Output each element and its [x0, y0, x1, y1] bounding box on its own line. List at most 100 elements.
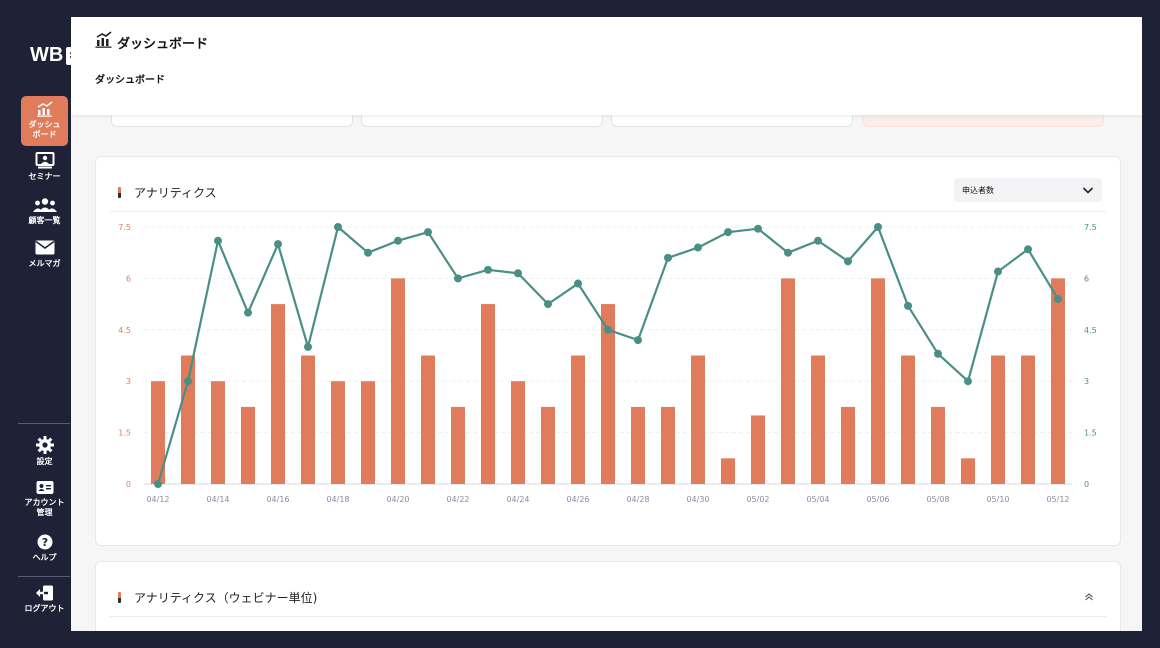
x-tick-label: 05/02	[746, 495, 769, 504]
y-tick-label-right: 0	[1084, 480, 1089, 489]
sidebar-item-customers[interactable]: 顧客一覧	[21, 198, 68, 226]
x-tick-label: 04/28	[626, 495, 649, 504]
analytics-card: アナリティクス 申込者数 0 0 1.5 1.5 3 3 4.5 4.5 6 6 7.5 7.5 04/…	[95, 156, 1121, 546]
line-point	[574, 279, 582, 288]
line-point	[244, 308, 252, 317]
bar	[751, 415, 765, 484]
logo: WB	[30, 44, 64, 66]
bar	[451, 406, 465, 484]
main-content: ダッシュボード ダッシュボード アナリティクス 申込者数 0 0 1.5 1.5 3 3 4…	[71, 17, 1142, 631]
bar	[181, 355, 195, 484]
sidebar-item-label: 顧客一覧	[28, 216, 61, 225]
sidebar-item-seminar[interactable]: セミナー	[21, 152, 68, 182]
x-tick-label: 05/12	[1046, 495, 1069, 504]
card-divider	[110, 211, 1106, 212]
chevron-up-icon[interactable]	[1084, 592, 1094, 602]
metric-select[interactable]: 申込者数	[954, 178, 1102, 202]
sidebar-divider	[18, 576, 70, 577]
x-tick-label: 04/24	[506, 495, 529, 504]
line-point	[754, 224, 762, 233]
bar	[841, 406, 855, 484]
bar	[991, 355, 1005, 484]
users-icon	[32, 198, 57, 212]
line-point	[214, 236, 222, 245]
bar	[901, 355, 915, 484]
bar	[541, 406, 555, 484]
bar	[961, 458, 975, 484]
sidebar-item-account[interactable]: アカウント 管理	[21, 480, 68, 518]
sidebar-item-settings[interactable]: 設定	[21, 436, 68, 467]
chevron-down-icon	[1082, 187, 1094, 194]
line-point	[994, 267, 1002, 276]
line-point	[274, 240, 282, 249]
y-tick-label-right: 6	[1084, 274, 1089, 283]
bar	[391, 278, 405, 484]
sidebar-item-label: アカウント 管理	[24, 498, 65, 517]
bar	[1021, 355, 1035, 484]
line-point	[604, 325, 612, 334]
sidebar-item-label: セミナー	[28, 172, 61, 181]
bar	[781, 278, 795, 484]
line-point	[184, 377, 192, 386]
y-tick-label-right: 1.5	[1084, 429, 1097, 438]
sidebar-item-label: メルマガ	[28, 259, 61, 268]
bar	[811, 355, 825, 484]
bar	[571, 355, 585, 484]
svg-text:?: ?	[41, 536, 47, 549]
y-tick-label-right: 4.5	[1084, 326, 1097, 335]
line-point	[514, 269, 522, 278]
chart-svg: 0 0 1.5 1.5 3 3 4.5 4.5 6 6 7.5 7.5 04/12 04/14 04/16 0…	[118, 223, 1097, 504]
bar	[661, 406, 675, 484]
bar	[271, 304, 285, 484]
bar	[631, 406, 645, 484]
webinar-analytics-card: アナリティクス（ウェビナー単位)	[95, 561, 1121, 631]
line-point	[454, 274, 462, 283]
header: ダッシュボード ダッシュボード	[71, 17, 1142, 115]
x-tick-label: 04/12	[146, 495, 169, 504]
x-tick-label: 05/08	[926, 495, 949, 504]
line-point	[304, 342, 312, 351]
line-point	[844, 257, 852, 266]
sidebar-item-label: ダッシュ ボード	[28, 120, 61, 139]
sidebar-item-newsletter[interactable]: メルマガ	[21, 240, 68, 269]
analytics-title: アナリティクス	[134, 186, 217, 200]
line-point	[934, 349, 942, 358]
sidebar-item-logout[interactable]: ログアウト	[21, 585, 68, 614]
line-point	[634, 336, 642, 345]
line-point	[544, 300, 552, 309]
sidebar-divider	[18, 423, 70, 424]
y-tick-label-left: 4.5	[118, 326, 131, 335]
sidebar-item-dashboard[interactable]: ダッシュ ボード	[21, 96, 68, 146]
page-title: ダッシュボード	[117, 37, 209, 52]
chart-icon	[36, 101, 52, 117]
x-tick-label: 04/16	[266, 495, 289, 504]
title-marker	[118, 187, 121, 198]
bar	[601, 304, 615, 484]
metric-select-value: 申込者数	[962, 186, 994, 195]
y-tick-label-left: 7.5	[118, 223, 131, 232]
x-tick-label: 04/22	[446, 495, 469, 504]
bar	[151, 381, 165, 484]
line-point	[1024, 245, 1032, 254]
sidebar-item-label: ヘルプ	[32, 553, 57, 562]
sidebar-item-label: ログアウト	[24, 604, 65, 613]
breadcrumb: ダッシュボード	[95, 75, 165, 86]
line-point	[424, 228, 432, 237]
y-tick-label-right: 3	[1084, 377, 1089, 386]
id-card-icon	[36, 481, 53, 494]
y-tick-label-left: 3	[126, 377, 131, 386]
x-tick-label: 04/26	[566, 495, 589, 504]
bar	[301, 355, 315, 484]
x-tick-label: 04/30	[686, 495, 709, 504]
x-tick-label: 05/06	[866, 495, 889, 504]
webinar-analytics-title: アナリティクス（ウェビナー単位)	[134, 591, 318, 605]
line-point	[364, 248, 372, 257]
bar	[331, 381, 345, 484]
line-point	[334, 223, 342, 231]
card-divider	[110, 616, 1106, 617]
line-point	[394, 236, 402, 245]
sidebar-item-help[interactable]: ? ヘルプ	[21, 534, 68, 563]
line-point	[814, 236, 822, 245]
bar	[361, 381, 375, 484]
